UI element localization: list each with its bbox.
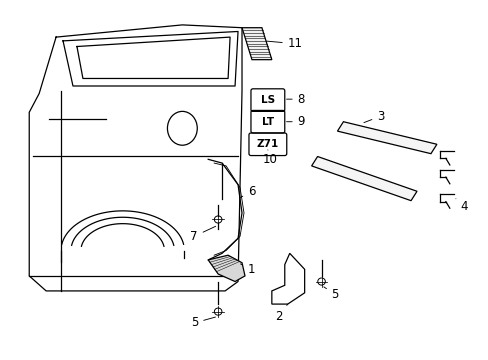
Text: 1: 1 [240,263,255,276]
Text: 5: 5 [190,316,215,329]
Text: LT: LT [261,117,273,127]
Polygon shape [311,157,416,201]
Text: 11: 11 [266,37,302,50]
Text: 6: 6 [240,185,255,198]
Text: 3: 3 [363,109,384,123]
Text: LS: LS [260,95,274,105]
Text: 8: 8 [286,93,305,105]
Text: 10: 10 [263,150,277,166]
Text: 7: 7 [190,226,215,243]
Text: 2: 2 [274,304,287,323]
Text: 4: 4 [455,199,468,213]
Polygon shape [337,122,436,154]
Text: Z71: Z71 [256,139,279,149]
Text: 5: 5 [323,287,338,301]
Text: 9: 9 [286,115,305,128]
Polygon shape [208,255,244,282]
Polygon shape [242,28,271,60]
